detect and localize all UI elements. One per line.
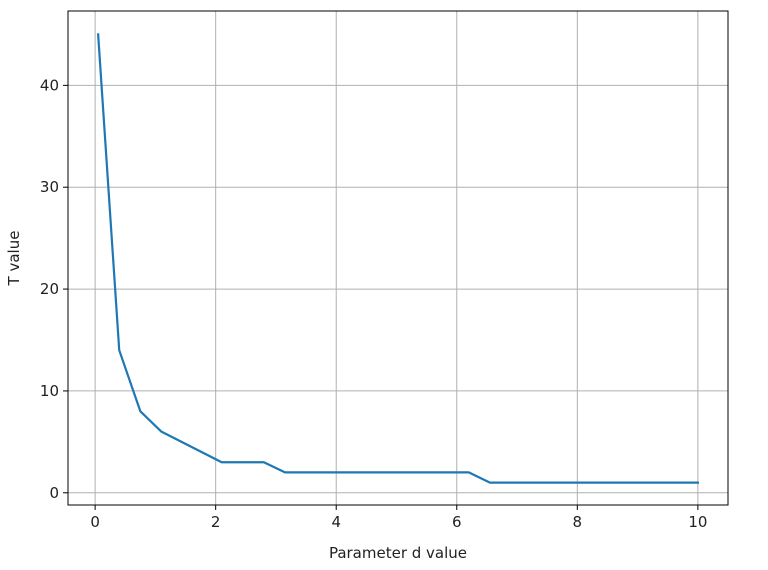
x-axis-label: Parameter d value (329, 544, 467, 562)
x-tick-label: 2 (211, 513, 221, 531)
x-tick-label: 6 (452, 513, 462, 531)
y-tick-label: 0 (49, 484, 59, 502)
ticks: 0 2 4 6 8 10 0 10 20 30 40 (40, 76, 708, 531)
x-tick-label: 8 (573, 513, 583, 531)
x-tick-label: 4 (331, 513, 341, 531)
y-tick-label: 30 (40, 178, 59, 196)
series-layer (98, 34, 698, 482)
y-axis-label: T value (5, 231, 23, 287)
x-tick-label: 10 (688, 513, 707, 531)
series-line (98, 34, 698, 482)
x-tick-label: 0 (90, 513, 100, 531)
y-tick-label: 40 (40, 76, 59, 94)
grid (68, 11, 728, 505)
y-tick-label: 20 (40, 280, 59, 298)
y-tick-label: 10 (40, 382, 59, 400)
